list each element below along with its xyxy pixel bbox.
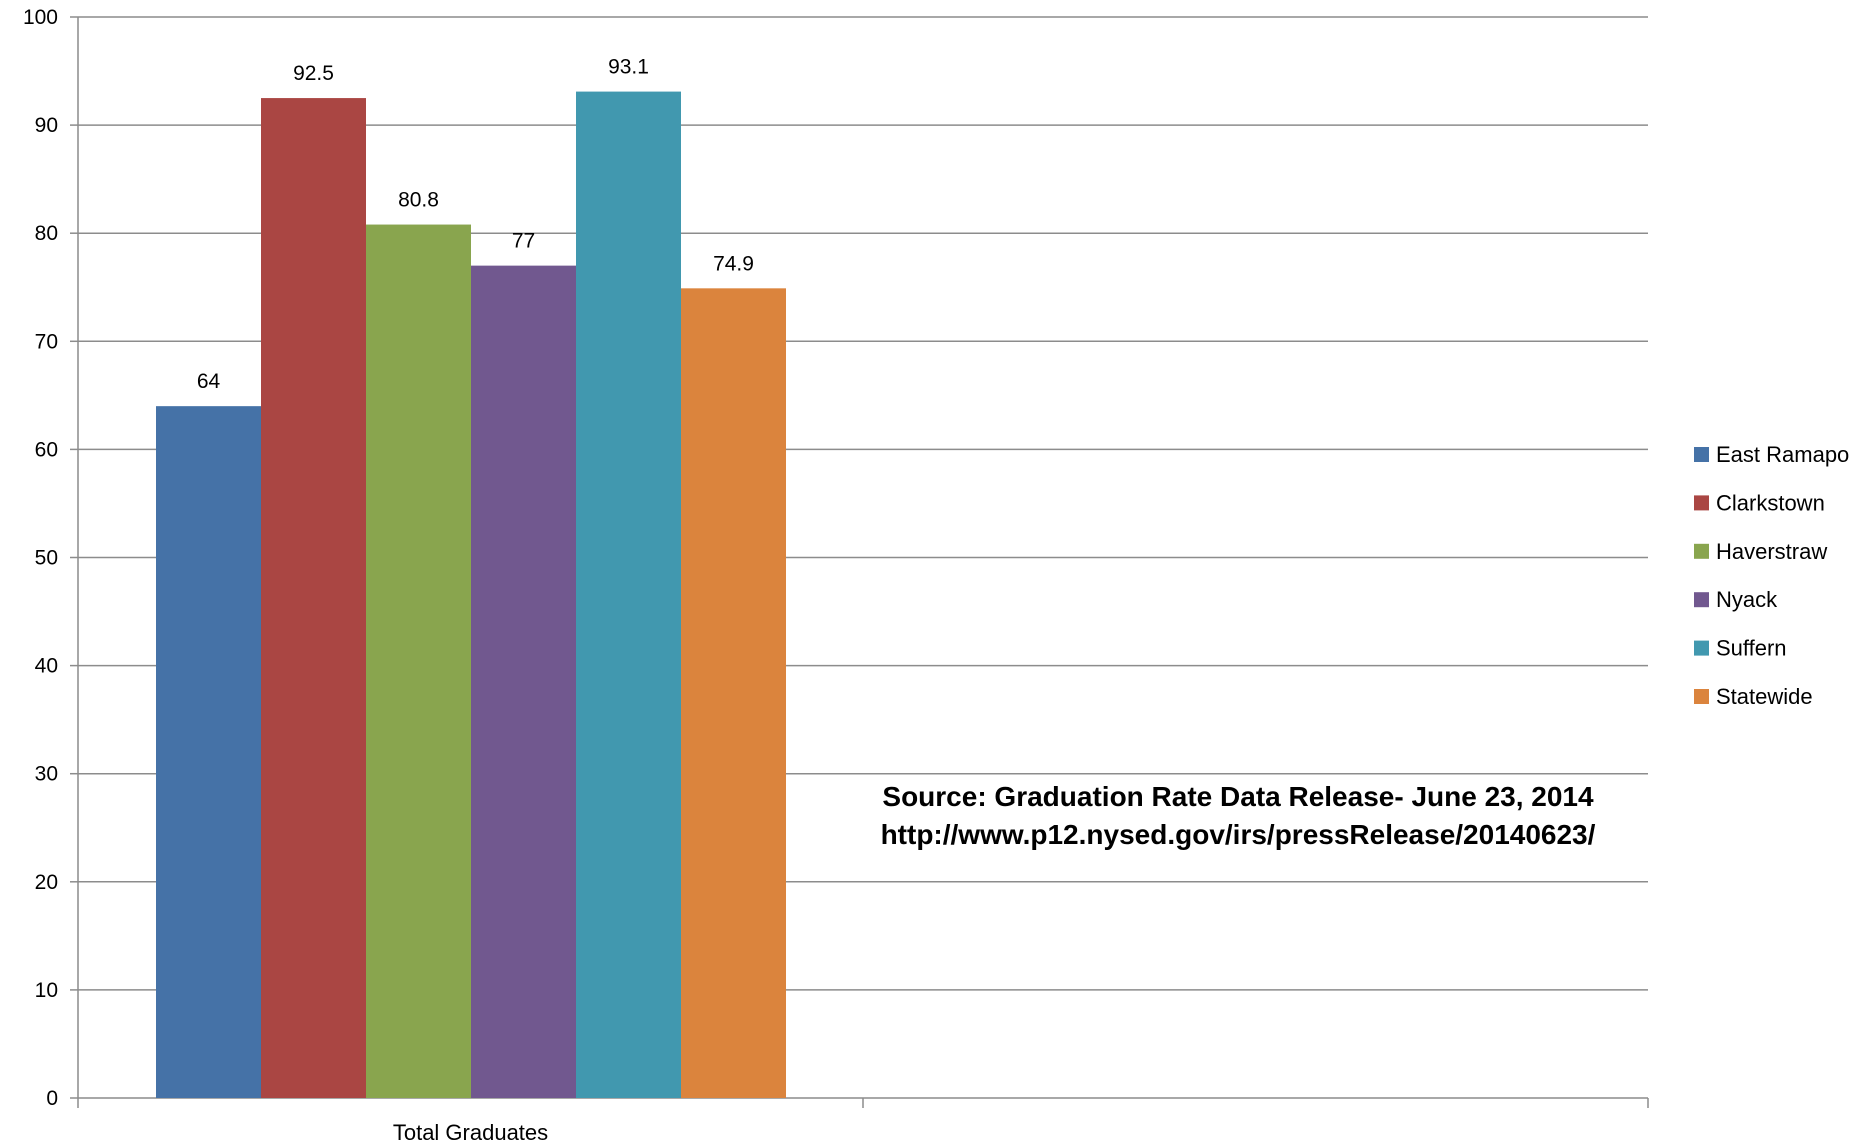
data-label-nyack: 77	[512, 230, 535, 253]
legend-label-clarkstown: Clarkstown	[1716, 490, 1825, 515]
legend-swatch-suffern	[1694, 640, 1709, 656]
bar-clarkstown	[261, 98, 366, 1098]
bar-statewide	[681, 288, 786, 1098]
bar-nyack	[471, 265, 576, 1098]
y-tick-label-10: 10	[35, 979, 58, 1002]
y-tick-label-40: 40	[35, 655, 58, 678]
axes	[70, 16, 1649, 1108]
legend-swatch-clarkstown	[1694, 495, 1709, 511]
bar-haverstraw	[366, 224, 471, 1098]
data-label-suffern: 93.1	[608, 56, 649, 79]
data-label-clarkstown: 92.5	[293, 62, 334, 85]
data-labels: 64 92.5 80.8 77 93.1 74.9	[197, 56, 754, 394]
y-tick-labels: 0 10 20 30 40 50 60 70 80 90 100	[23, 6, 58, 1110]
legend-label-nyack: Nyack	[1716, 587, 1778, 612]
y-tick-label-50: 50	[35, 547, 58, 570]
legend-label-suffern: Suffern	[1716, 636, 1787, 661]
legend-label-haverstraw: Haverstraw	[1716, 539, 1827, 564]
x-category-label: Total Graduates	[393, 1120, 548, 1141]
y-tick-label-80: 80	[35, 222, 58, 245]
data-label-east-ramapo: 64	[197, 370, 221, 393]
x-tick-labels: Total Graduates	[393, 1120, 548, 1141]
legend: East Ramapo Clarkstown Haverstraw Nyack Suff…	[1694, 442, 1849, 709]
bars	[156, 91, 786, 1099]
y-tick-label-60: 60	[35, 438, 58, 461]
y-tick-label-30: 30	[35, 763, 58, 786]
legend-label-statewide: Statewide	[1716, 684, 1813, 709]
source-line-1: Source: Graduation Rate Data Release- Ju…	[882, 781, 1594, 812]
legend-swatch-haverstraw	[1694, 543, 1709, 559]
legend-swatch-statewide	[1694, 689, 1709, 704]
source-line-2: http://www.p12.nysed.gov/irs/pressReleas…	[881, 819, 1596, 850]
bar-suffern	[576, 91, 681, 1099]
legend-swatch-east-ramapo	[1694, 447, 1709, 462]
source-annotation: Source: Graduation Rate Data Release- Ju…	[881, 781, 1596, 850]
data-label-haverstraw: 80.8	[398, 189, 439, 212]
y-tick-label-0: 0	[46, 1087, 58, 1110]
y-tick-label-90: 90	[35, 114, 58, 137]
y-tick-label-100: 100	[23, 6, 58, 29]
data-label-statewide: 74.9	[713, 252, 754, 275]
legend-label-east-ramapo: East Ramapo	[1716, 442, 1849, 467]
legend-swatch-nyack	[1694, 592, 1709, 608]
y-tick-label-20: 20	[35, 871, 58, 894]
y-tick-label-70: 70	[35, 330, 58, 353]
bar-east-ramapo	[156, 406, 261, 1098]
